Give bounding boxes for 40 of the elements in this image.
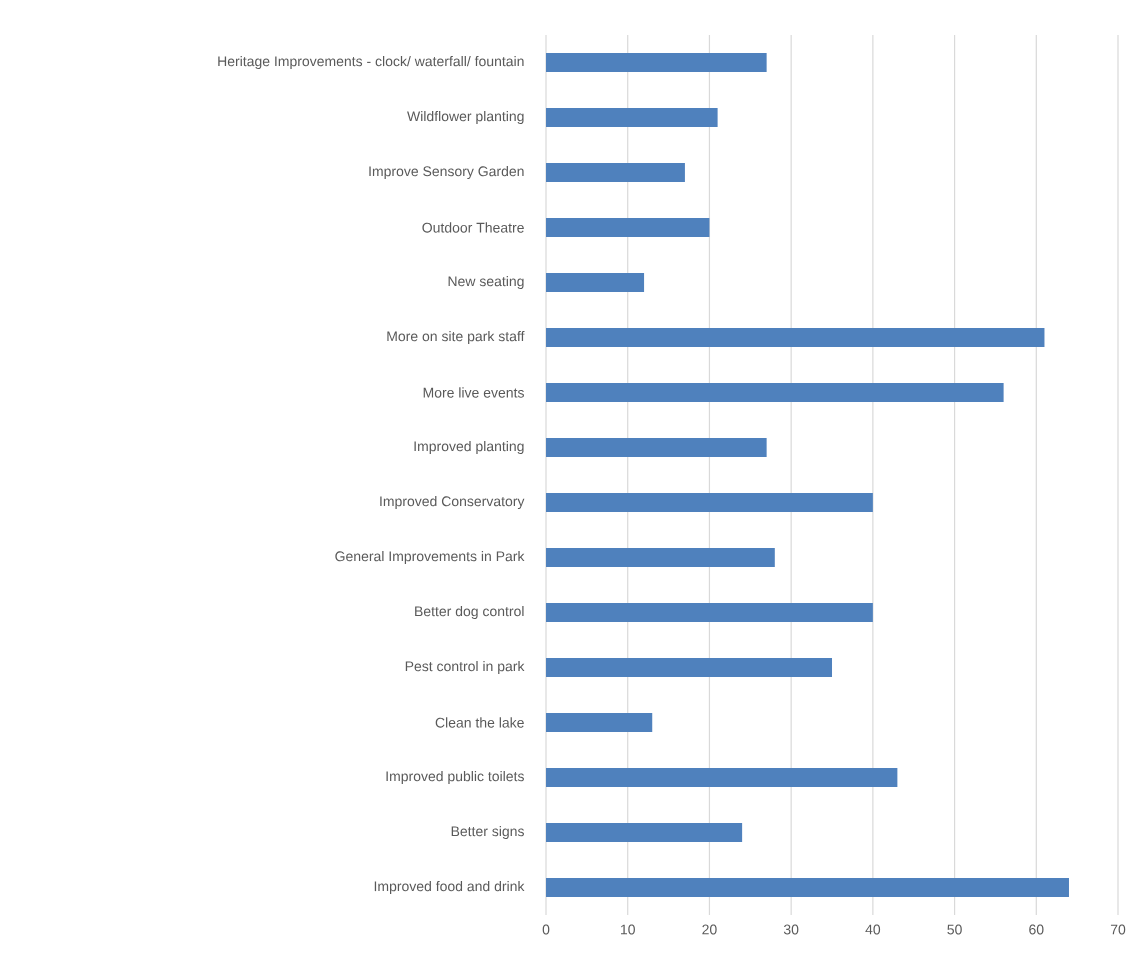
y-tick-label: Clean the lake bbox=[435, 717, 524, 728]
y-tick-label: General Improvements in Park bbox=[335, 550, 525, 565]
bar bbox=[546, 217, 710, 237]
y-tick-label: More on site park staff bbox=[387, 330, 525, 345]
y-tick-label: New seating bbox=[448, 275, 524, 290]
bar bbox=[546, 713, 653, 732]
x-tick-label: 50 bbox=[947, 924, 962, 935]
x-tick-label: 70 bbox=[1110, 924, 1126, 935]
bar bbox=[546, 768, 898, 787]
bar bbox=[546, 437, 767, 457]
y-tick-label: Better signs bbox=[451, 825, 524, 840]
y-tick-label: Outdoor Theatre bbox=[422, 222, 524, 233]
x-tick-label: 40 bbox=[865, 924, 881, 935]
bar bbox=[546, 272, 645, 292]
y-tick-label: Improved food and drink bbox=[374, 880, 525, 895]
bar bbox=[546, 52, 767, 72]
bar bbox=[546, 327, 1045, 347]
bar bbox=[546, 657, 833, 677]
x-tick-label: 10 bbox=[621, 924, 635, 935]
y-tick-label: Improved public toilets bbox=[386, 770, 524, 785]
y-tick-label: Improved planting bbox=[414, 440, 524, 455]
x-tick-label: 60 bbox=[1029, 924, 1044, 935]
y-tick-label: Improved Conservatory bbox=[380, 495, 525, 510]
x-tick-label: 20 bbox=[702, 924, 717, 935]
y-tick-label: Pest control in park bbox=[405, 660, 525, 675]
y-tick-label: Heritage Improvements - clock/ waterfall/ fountain bbox=[218, 55, 524, 70]
y-tick-label: Better dog control bbox=[415, 605, 524, 620]
bar bbox=[546, 877, 1069, 897]
y-tick-label: More live events bbox=[423, 387, 524, 398]
bar bbox=[546, 107, 718, 127]
bar bbox=[546, 602, 873, 622]
bar bbox=[546, 492, 873, 512]
x-tick-label: 0 bbox=[542, 924, 550, 935]
bar bbox=[546, 162, 685, 182]
bar bbox=[546, 382, 1004, 402]
y-tick-label: Wildflower planting bbox=[407, 110, 524, 125]
y-tick-label: Improve Sensory Garden bbox=[369, 165, 524, 180]
bar bbox=[546, 547, 775, 567]
x-tick-label: 30 bbox=[783, 924, 799, 935]
bar bbox=[546, 823, 743, 842]
